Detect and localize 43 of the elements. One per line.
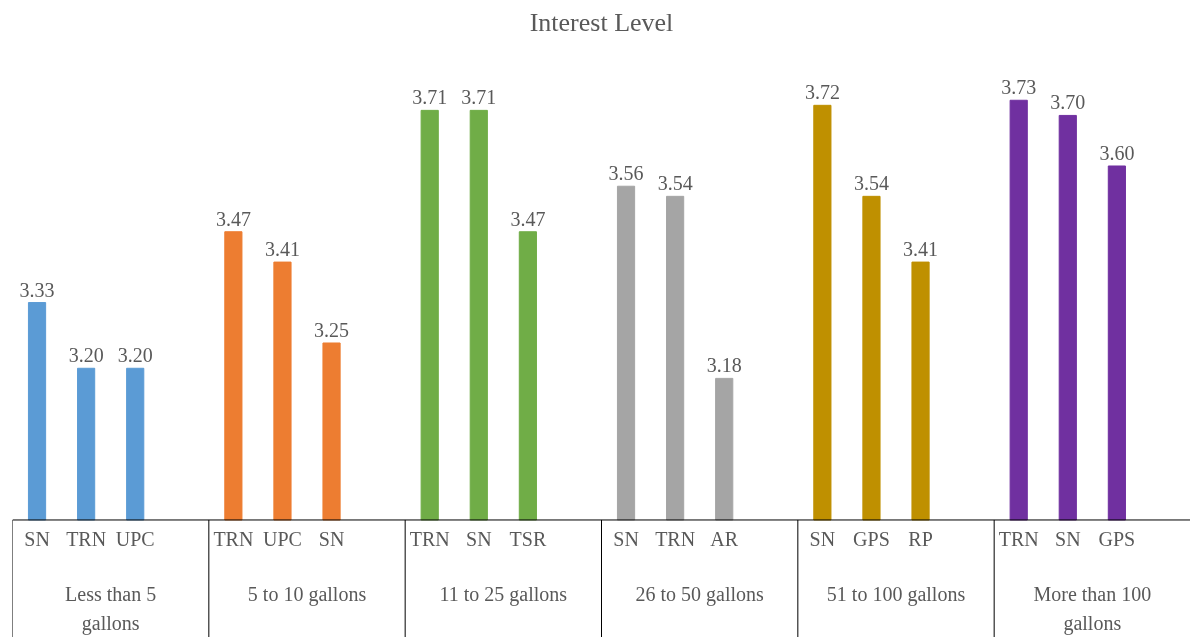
x-tick-label: TRN (66, 527, 107, 550)
x-tick-label: GPS (1098, 527, 1136, 550)
data-label: 3.33 (19, 278, 55, 301)
x-tick-label: SN (318, 527, 345, 550)
data-label: 3.71 (461, 86, 497, 109)
x-tick-label: GPS (853, 527, 890, 550)
data-label: 3.70 (1050, 91, 1086, 114)
x-tick-label: RP (908, 527, 933, 550)
data-label: 3.47 (510, 207, 546, 230)
data-label: 3.54 (853, 172, 889, 195)
data-label: 3.60 (1099, 142, 1135, 164)
text: 26 to 50 gallons (635, 582, 765, 606)
x-tick-label: SN (1055, 527, 1081, 550)
data-label: 3.41 (264, 238, 300, 261)
x-tick-label: SN (466, 527, 492, 550)
data-label: 3.54 (657, 172, 693, 195)
text: Less than 5 gallons (65, 582, 157, 635)
x-tick-label: TSR (509, 527, 547, 550)
data-label: 3.25 (314, 318, 350, 341)
data-label: 3.20 (68, 344, 104, 367)
x-tick-label: SN (809, 527, 836, 550)
text: 5 to 10 gallons (247, 582, 367, 606)
data-label: 3.47 (215, 207, 251, 230)
x-tick-label: SN (613, 527, 639, 550)
x-tick-label: TRN (655, 527, 696, 550)
data-label: 3.56 (608, 162, 644, 185)
data-label: 3.41 (903, 238, 939, 261)
data-label: 3.20 (117, 344, 153, 367)
data-label: 3.71 (412, 86, 448, 109)
text: 51 to 100 gallons (826, 582, 966, 606)
x-tick-label: TRN (213, 527, 254, 550)
x-tick-label: TRN (409, 527, 450, 550)
x-tick-label: TRN (998, 527, 1039, 550)
x-tick-label: SN (24, 527, 50, 550)
chart-title: Interest Level (529, 7, 674, 37)
data-label: 3.18 (706, 354, 742, 377)
data-label: 3.72 (804, 81, 840, 104)
text: More than 100 gallons (1033, 582, 1152, 635)
x-tick-label: AR (710, 527, 739, 550)
x-tick-label: UPC (263, 527, 302, 550)
data-label: 3.73 (1001, 76, 1037, 99)
text: 11 to 25 gallons (439, 582, 568, 606)
x-tick-label: UPC (115, 527, 155, 550)
